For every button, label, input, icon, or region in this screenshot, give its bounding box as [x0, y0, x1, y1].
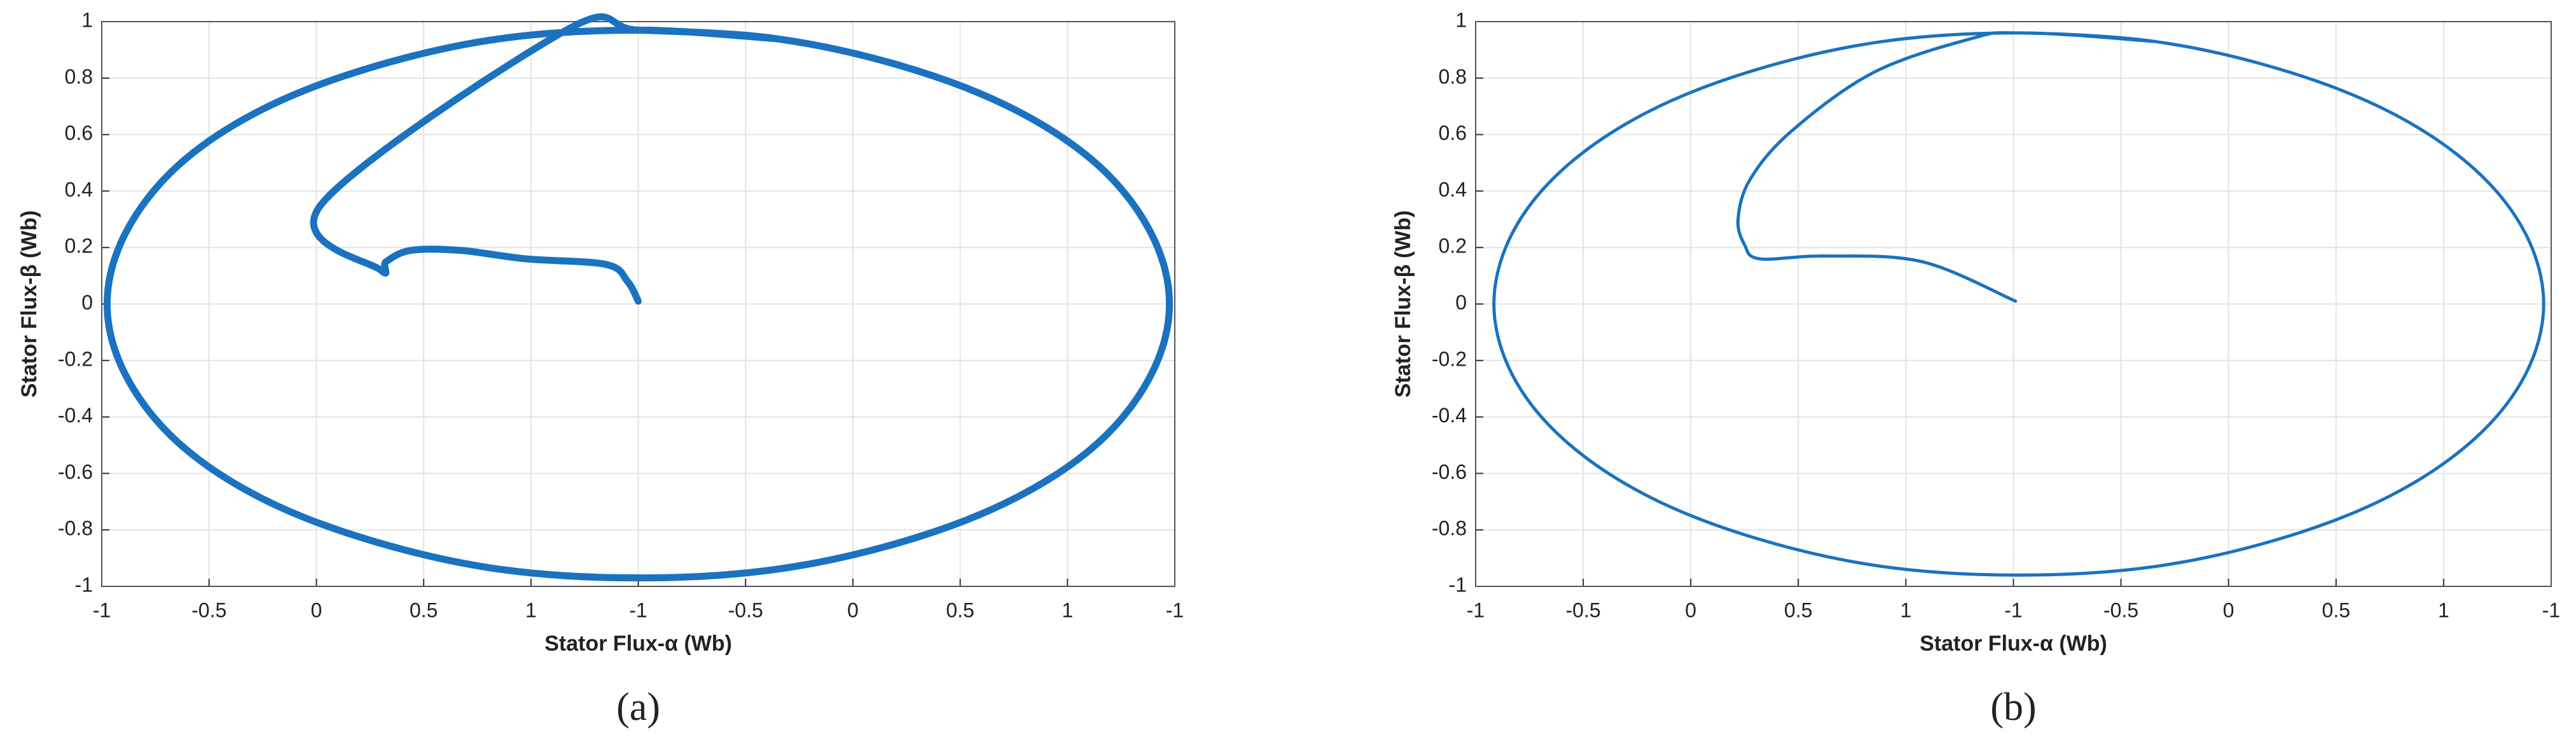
- x-axis-label: Stator Flux-α (Wb): [1920, 632, 2107, 656]
- y-tick-label: 0.4: [65, 178, 93, 201]
- x-tick-label: 0.5: [946, 598, 974, 621]
- y-tick-label: 0.8: [1439, 65, 1467, 88]
- x-tick-label: -1: [1467, 598, 1485, 621]
- x-tick-label: 0: [2223, 598, 2234, 621]
- x-tick-label: 1: [1901, 598, 1912, 621]
- y-tick-label: -0.6: [58, 460, 93, 483]
- y-tick-label: -1: [75, 573, 93, 596]
- y-tick-label: 0: [81, 291, 93, 314]
- x-tick-label: -1: [2542, 598, 2560, 621]
- y-tick-label: -0.4: [58, 404, 93, 427]
- x-tick-label: -1: [1166, 598, 1184, 621]
- plot-frame: [101, 21, 1175, 587]
- caption: (a): [616, 686, 660, 729]
- y-tick-label: -0.8: [58, 517, 93, 540]
- y-tick-label: -0.6: [1432, 460, 1467, 483]
- x-tick-label: -0.5: [728, 598, 763, 621]
- y-tick-label: 0.4: [1439, 178, 1467, 201]
- x-tick-label: -1: [629, 598, 647, 621]
- y-axis-label: Stator Flux-β (Wb): [1391, 211, 1415, 398]
- x-tick-label: -0.5: [2103, 598, 2138, 621]
- y-tick-label: 1: [81, 8, 93, 31]
- x-tick-label: -1: [2004, 598, 2022, 621]
- y-tick-label: 0.6: [1439, 121, 1467, 144]
- x-axis-label: Stator Flux-α (Wb): [544, 632, 732, 656]
- y-tick-label: 0.8: [65, 65, 93, 88]
- y-tick-label: 1: [1455, 8, 1467, 31]
- x-tick-label: -1: [93, 598, 111, 621]
- x-tick-label: 0: [311, 598, 322, 621]
- y-axis-label: Stator Flux-β (Wb): [17, 211, 41, 398]
- subplot: -1 -0.5 0 0.5 1 -1 -0.5 0 0.5 1 -1-1-0.8-0.6-0.4-0…: [1391, 8, 2560, 729]
- x-tick-label: -0.5: [191, 598, 226, 621]
- y-tick-label: -0.2: [58, 347, 93, 370]
- y-tick-label: 0.6: [65, 121, 93, 144]
- x-tick-label: 1: [2438, 598, 2449, 621]
- x-tick-label: -0.5: [1566, 598, 1601, 621]
- y-tick-label: -0.4: [1432, 404, 1467, 427]
- y-tick-label: 0: [1455, 291, 1467, 314]
- flux-trajectory: [1492, 31, 2545, 577]
- y-tick-label: -1: [1449, 573, 1467, 596]
- x-tick-label: 1: [525, 598, 537, 621]
- flux-trajectory: [103, 13, 1174, 582]
- x-tick-label: 0: [847, 598, 859, 621]
- y-tick-label: -0.2: [1432, 347, 1467, 370]
- x-tick-label: 1: [1062, 598, 1073, 621]
- plot-frame: [1475, 21, 2552, 587]
- y-tick-label: 0.2: [1439, 235, 1467, 258]
- x-tick-label: 0.5: [2322, 598, 2350, 621]
- x-tick-label: 0.5: [1784, 598, 1812, 621]
- caption: (b): [1990, 686, 2036, 729]
- y-tick-label: 0.2: [65, 235, 93, 258]
- y-tick-label: -0.8: [1432, 517, 1467, 540]
- x-tick-label: 0.5: [410, 598, 438, 621]
- subplot: -1 -0.5 0 0.5 1 -1 -0.5 0 0.5 1 -1-1-0.8-0.6-0.4-0…: [17, 8, 1184, 729]
- x-tick-label: 0: [1685, 598, 1696, 621]
